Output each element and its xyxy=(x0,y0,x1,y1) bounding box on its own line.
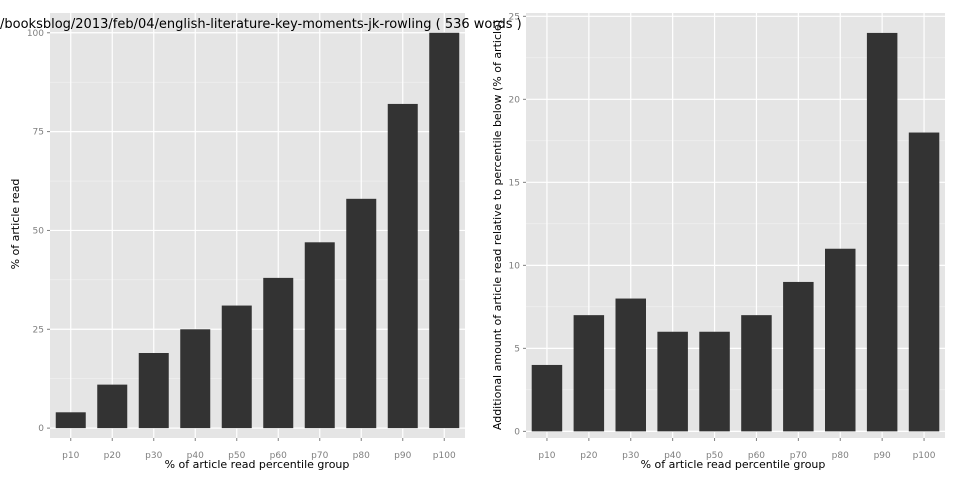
left-x-tick-label: p60 xyxy=(270,451,287,461)
left-y-tick-label: 0 xyxy=(38,424,44,434)
right-x-tick-label: p40 xyxy=(664,451,681,461)
left-bar-p10 xyxy=(55,412,86,429)
left-y-tick-label: 75 xyxy=(33,128,44,138)
right-bar-p90 xyxy=(866,32,898,432)
left-chart-panel: 0 25 50 75 100 p10 p20 p30 p40 p50 p60 p70 p80 p90 p10… xyxy=(27,13,465,461)
left-x-tick-label: p70 xyxy=(311,451,328,461)
left-bar-p30 xyxy=(138,353,169,429)
chart-title: /booksblog/2013/feb/04/english-literatur… xyxy=(0,17,522,32)
right-bar-p20 xyxy=(573,315,605,432)
left-x-tick-label: p30 xyxy=(145,451,162,461)
right-x-tick-label: p100 xyxy=(913,451,936,461)
right-x-tick-label: p30 xyxy=(622,451,639,461)
right-x-tick-label: p90 xyxy=(874,451,891,461)
right-x-tick-label: p80 xyxy=(832,451,849,461)
right-bar-p70 xyxy=(783,281,814,432)
right-bar-p50 xyxy=(699,331,730,432)
right-y-tick-label: 25 xyxy=(509,12,520,22)
right-bar-p30 xyxy=(615,298,646,432)
left-x-axis-label: % of article read percentile group xyxy=(165,458,350,471)
left-bar-p60 xyxy=(263,277,294,429)
left-x-tick-label: p20 xyxy=(104,451,121,461)
left-bar-p100 xyxy=(429,32,460,429)
left-x-tick-label: p50 xyxy=(228,451,245,461)
left-x-tick-label: p90 xyxy=(394,451,411,461)
right-x-tick-label: p20 xyxy=(580,451,597,461)
right-bar-p60 xyxy=(741,315,772,432)
right-x-tick-label: p50 xyxy=(706,451,723,461)
left-bar-p20 xyxy=(97,384,128,429)
right-y-tick-label: 5 xyxy=(514,344,520,354)
left-x-tick-label: p100 xyxy=(433,451,456,461)
right-x-tick-label: p10 xyxy=(538,451,555,461)
left-y-tick-label: 50 xyxy=(33,226,45,236)
right-x-tick-label: p60 xyxy=(748,451,765,461)
right-chart-panel: 0 5 10 15 20 25 p10 p20 p30 p40 p50 p60 p70 p80 p90 p10… xyxy=(509,12,945,461)
left-y-tick-label: 100 xyxy=(27,29,44,39)
right-bar-p40 xyxy=(657,331,688,432)
left-x-tick-label: p10 xyxy=(62,451,79,461)
left-bar-p70 xyxy=(304,242,335,429)
right-y-tick-label: 20 xyxy=(509,95,521,105)
right-y-tick-label: 15 xyxy=(509,178,520,188)
left-bar-p80 xyxy=(346,198,377,429)
left-y-axis-label: % of article read xyxy=(9,179,22,270)
left-bar-p90 xyxy=(387,103,418,429)
right-bar-p10 xyxy=(531,364,563,432)
right-x-tick-label: p70 xyxy=(790,451,807,461)
left-x-tick-label: p40 xyxy=(187,451,204,461)
right-y-axis-label: Additional amount of article read relati… xyxy=(491,20,504,430)
right-x-axis-label: % of article read percentile group xyxy=(641,458,826,471)
left-x-tick-label: p80 xyxy=(353,451,370,461)
left-y-tick-label: 25 xyxy=(33,325,44,335)
right-y-tick-label: 10 xyxy=(509,261,521,271)
left-bar-p40 xyxy=(180,329,211,429)
right-y-tick-label: 0 xyxy=(514,427,520,437)
left-bar-p50 xyxy=(221,305,252,429)
right-bar-p100 xyxy=(908,132,940,432)
right-bar-p80 xyxy=(825,248,856,432)
